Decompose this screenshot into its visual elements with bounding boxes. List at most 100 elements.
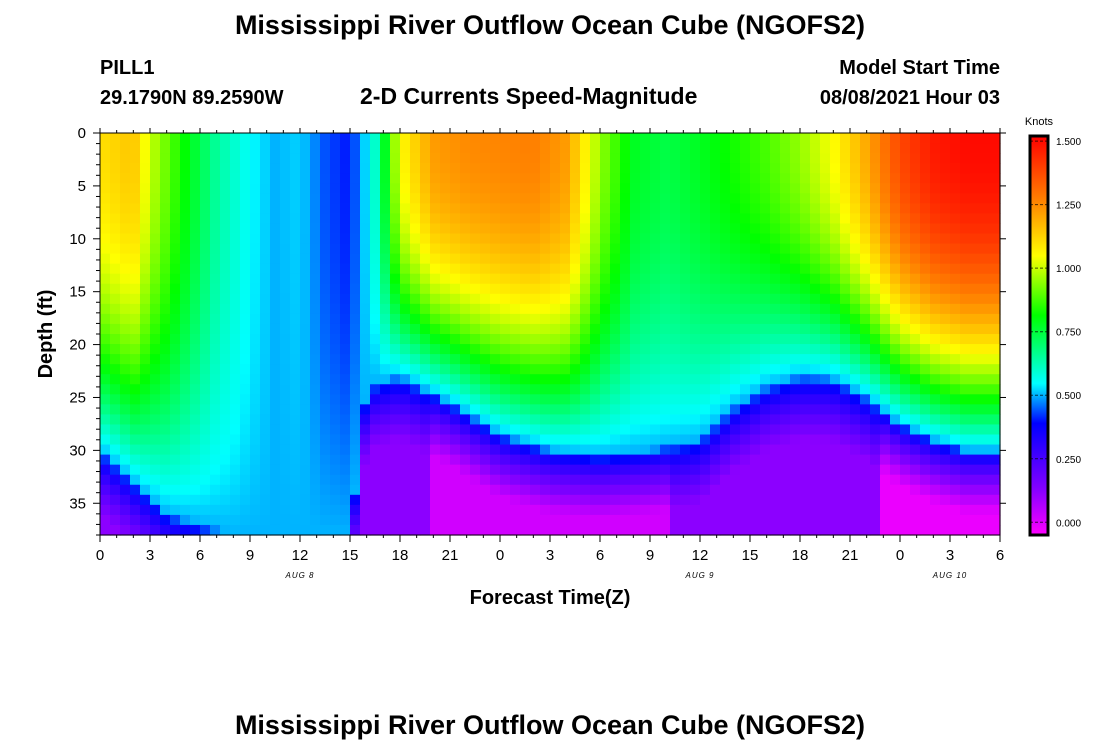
heatmap-cell xyxy=(260,424,271,436)
heatmap-cell xyxy=(630,213,641,225)
heatmap-cell xyxy=(850,263,861,275)
heatmap-cell xyxy=(990,394,1001,405)
heatmap-cell xyxy=(640,143,651,154)
heatmap-cell xyxy=(560,504,571,516)
heatmap-cell xyxy=(630,273,641,285)
heatmap-cell xyxy=(120,293,131,305)
heatmap-cell xyxy=(380,223,391,235)
heatmap-cell xyxy=(130,484,141,496)
heatmap-cell xyxy=(590,263,601,275)
heatmap-cell xyxy=(640,193,651,204)
heatmap-cell xyxy=(950,484,961,496)
heatmap-cell xyxy=(760,193,771,204)
heatmap-cell xyxy=(630,173,641,184)
heatmap-cell xyxy=(160,253,171,265)
heatmap-cell xyxy=(450,424,461,436)
heatmap-cell xyxy=(180,524,191,536)
heatmap-cell xyxy=(190,474,201,486)
heatmap-cell xyxy=(400,223,411,235)
date-label: AUG 9 xyxy=(684,571,714,580)
heatmap-cell xyxy=(190,444,201,456)
heatmap-cell xyxy=(500,203,511,214)
heatmap-cell xyxy=(180,344,191,355)
heatmap-cell xyxy=(200,253,211,265)
heatmap-cell xyxy=(970,263,981,275)
heatmap-cell xyxy=(670,404,681,415)
heatmap-cell xyxy=(560,454,571,466)
heatmap-cell xyxy=(310,364,321,375)
heatmap-cell xyxy=(260,193,271,204)
heatmap-cell xyxy=(310,143,321,154)
heatmap-cell xyxy=(750,303,761,315)
model-start-value: 08/08/2021 Hour 03 xyxy=(819,87,1000,109)
heatmap-cell xyxy=(570,434,581,446)
heatmap-cell xyxy=(400,163,411,174)
heatmap-cell xyxy=(450,143,461,154)
heatmap-cell xyxy=(950,173,961,184)
heatmap-cell xyxy=(760,364,771,375)
heatmap-cell xyxy=(430,484,441,496)
heatmap-cell xyxy=(940,444,951,456)
x-tick-label: 12 xyxy=(692,547,709,564)
heatmap-cell xyxy=(620,173,631,184)
heatmap-cell xyxy=(440,484,451,496)
heatmap-cell xyxy=(440,313,451,325)
heatmap-cell xyxy=(560,293,571,305)
heatmap-cell xyxy=(450,283,461,295)
heatmap-cell xyxy=(530,163,541,174)
heatmap-cell xyxy=(430,444,441,456)
heatmap-cell xyxy=(280,213,291,225)
heatmap-cell xyxy=(270,273,281,285)
heatmap-cell xyxy=(540,133,551,144)
heatmap-cell xyxy=(260,243,271,255)
heatmap-cell xyxy=(350,313,361,325)
heatmap-cell xyxy=(350,474,361,486)
heatmap-cell xyxy=(990,213,1001,225)
heatmap-cell xyxy=(540,163,551,174)
heatmap-cell xyxy=(720,223,731,235)
heatmap-cell xyxy=(540,464,551,476)
heatmap-cell xyxy=(850,474,861,486)
heatmap-cell xyxy=(530,233,541,245)
heatmap-cell xyxy=(900,404,911,415)
heatmap-cell xyxy=(700,434,711,446)
heatmap-cell xyxy=(470,213,481,225)
heatmap-cell xyxy=(920,424,931,436)
heatmap-cell xyxy=(590,233,601,245)
heatmap-cell xyxy=(690,193,701,204)
heatmap-cell xyxy=(990,354,1001,365)
heatmap-cell xyxy=(970,364,981,375)
heatmap-cell xyxy=(570,364,581,375)
heatmap-cell xyxy=(960,273,971,285)
heatmap-cell xyxy=(280,474,291,486)
heatmap-cell xyxy=(420,233,431,245)
heatmap-cell xyxy=(410,313,421,325)
heatmap-cell xyxy=(600,424,611,436)
heatmap-cell xyxy=(320,143,331,154)
heatmap-cell xyxy=(270,454,281,466)
heatmap-cell xyxy=(380,444,391,456)
heatmap-cell xyxy=(590,273,601,285)
heatmap-cell xyxy=(740,424,751,436)
heatmap-cell xyxy=(460,193,471,204)
heatmap-cell xyxy=(930,133,941,144)
heatmap-cell xyxy=(410,203,421,214)
heatmap-cell xyxy=(700,253,711,265)
heatmap-cell xyxy=(640,354,651,365)
heatmap-cell xyxy=(570,303,581,315)
heatmap-cell xyxy=(350,243,361,255)
heatmap-cell xyxy=(370,283,381,295)
heatmap-cell xyxy=(650,434,661,446)
heatmap-cell xyxy=(790,203,801,214)
heatmap-cell xyxy=(350,173,361,184)
heatmap-cell xyxy=(800,163,811,174)
heatmap-cell xyxy=(280,313,291,325)
heatmap-cell xyxy=(290,303,301,315)
heatmap-cell xyxy=(130,213,141,225)
heatmap-cell xyxy=(500,354,511,365)
heatmap-cell xyxy=(620,133,631,144)
heatmap-cell xyxy=(850,273,861,285)
heatmap-cell xyxy=(150,263,161,275)
heatmap-cell xyxy=(120,464,131,476)
heatmap-cell xyxy=(230,414,241,426)
